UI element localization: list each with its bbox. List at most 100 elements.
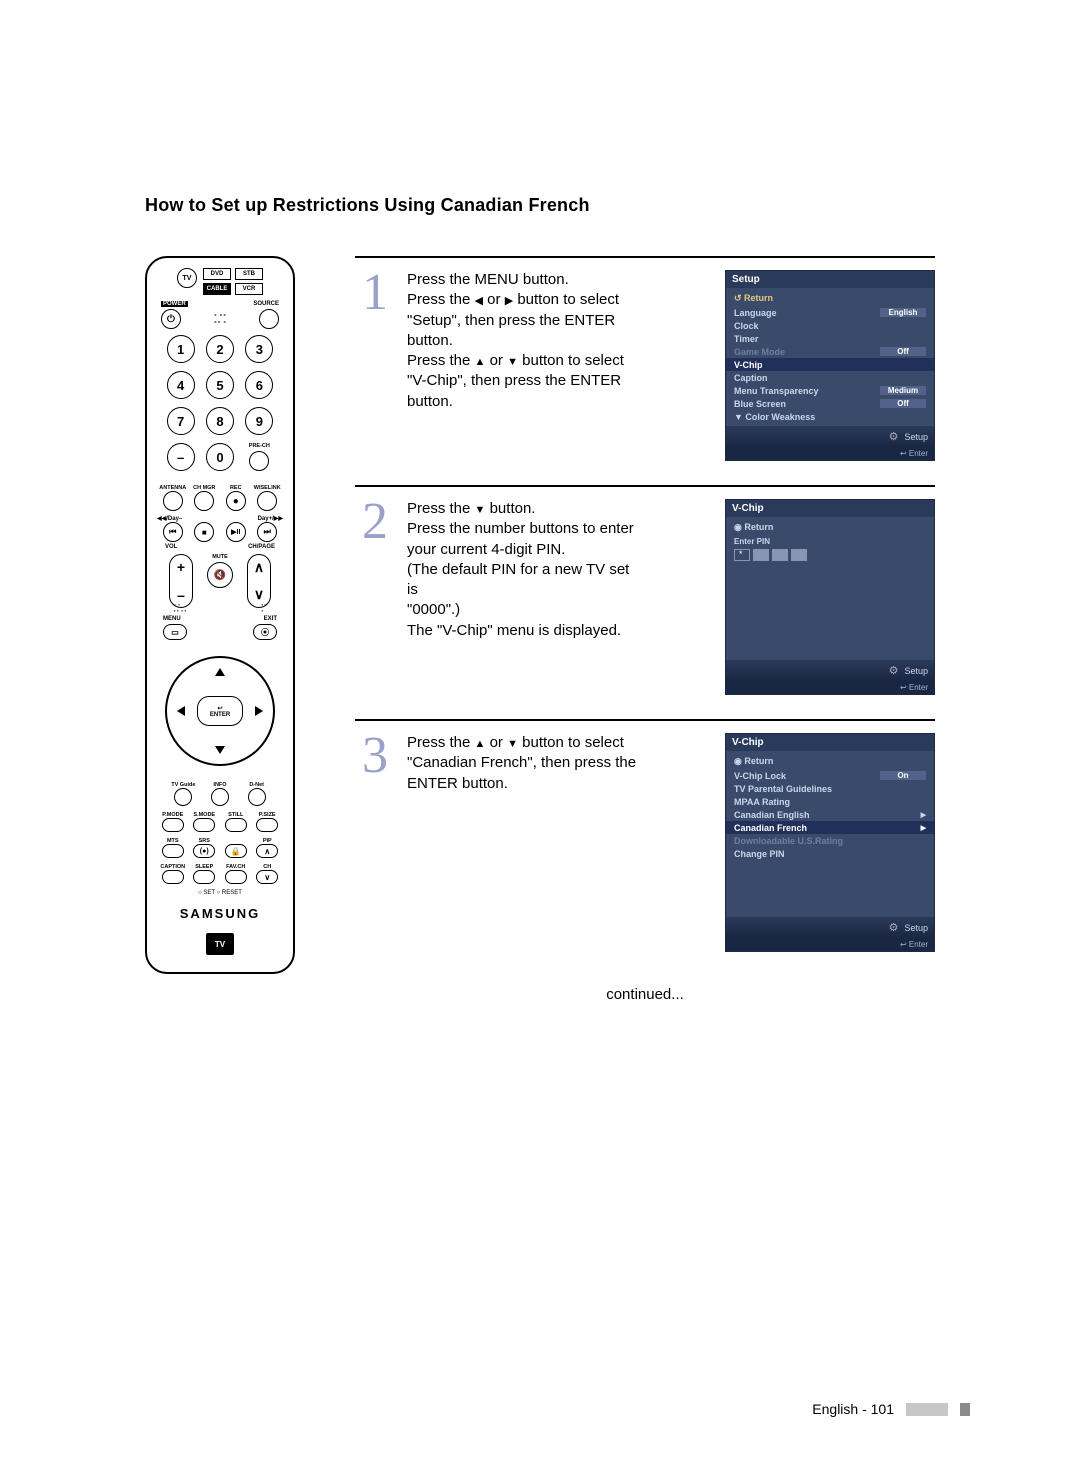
caption-button[interactable] xyxy=(162,870,184,884)
dayplus-label: Day+/▶▶ xyxy=(258,515,283,522)
gear-icon: ⚙ xyxy=(889,921,899,934)
info-button[interactable] xyxy=(211,788,229,806)
nav-left[interactable] xyxy=(177,706,185,716)
pin-boxes xyxy=(726,547,934,567)
set-reset-label: ○ SET ○ RESET xyxy=(155,890,285,896)
nav-pad: ↩ ENTER xyxy=(155,646,285,776)
volume-rocker[interactable]: +– xyxy=(169,554,193,608)
channel-rocker[interactable]: ∧∨ xyxy=(247,554,271,608)
step-1-number: 1 xyxy=(355,270,395,461)
rec-button[interactable]: ● xyxy=(226,491,246,511)
osd-return: Return xyxy=(726,520,934,535)
smode-button[interactable] xyxy=(193,818,215,832)
vcr-button[interactable]: VCR xyxy=(235,283,263,295)
nav-down[interactable] xyxy=(215,746,225,754)
prech-button[interactable] xyxy=(249,451,269,471)
osd-vchip-pin: V-Chip Return Enter PIN ⚙Setup ↩ Enter xyxy=(725,499,935,695)
osd-vchip-title: V-Chip xyxy=(726,734,934,751)
mts-button[interactable] xyxy=(162,844,184,858)
chmgr-button[interactable] xyxy=(194,491,214,511)
osd-item: Change PIN xyxy=(726,847,934,860)
vol-label: VOL xyxy=(165,544,177,550)
down-arrow-icon xyxy=(507,733,518,753)
dnet-button[interactable] xyxy=(248,788,266,806)
still-button[interactable] xyxy=(225,818,247,832)
osd-item: Blue ScreenOff xyxy=(726,397,934,410)
num-9[interactable]: 9 xyxy=(245,407,273,435)
osd-item: Game ModeOff xyxy=(726,345,934,358)
page-title: How to Set up Restrictions Using Canadia… xyxy=(145,195,935,216)
osd-vchip-title: V-Chip xyxy=(726,500,934,517)
step-2-text: Press the button. Press the number butto… xyxy=(407,499,637,695)
lock-button[interactable]: 🔒 xyxy=(225,844,247,858)
osd-item: V-Chip xyxy=(726,358,934,371)
dvd-button[interactable]: DVD xyxy=(203,268,231,280)
power-label: POWER xyxy=(161,301,188,307)
down-arrow-icon xyxy=(507,351,518,371)
osd-return: Return xyxy=(726,754,934,769)
num-0[interactable]: 0 xyxy=(206,443,234,471)
nav-up[interactable] xyxy=(215,668,225,676)
srs-button[interactable]: (●) xyxy=(193,844,215,858)
osd-item: Timer xyxy=(726,332,934,345)
tvguide-button[interactable] xyxy=(174,788,192,806)
tvguide-icon: TV xyxy=(206,933,234,955)
psize-button[interactable] xyxy=(256,818,278,832)
step-1-text: Press the MENU button. Press the or butt… xyxy=(407,270,637,461)
num-5[interactable]: 5 xyxy=(206,371,234,399)
stop-button[interactable]: ■ xyxy=(194,522,214,542)
nav-right[interactable] xyxy=(255,706,263,716)
num-3[interactable]: 3 xyxy=(245,335,273,363)
num-4[interactable]: 4 xyxy=(167,371,195,399)
osd-setup-title: Setup xyxy=(726,271,934,288)
favch-button[interactable] xyxy=(225,870,247,884)
up-arrow-icon xyxy=(475,351,486,371)
cable-button[interactable]: CABLE xyxy=(203,283,231,295)
prech-label: PRE-CH xyxy=(249,443,270,449)
osd-item: V-Chip LockOn xyxy=(726,769,934,782)
osd-item: MPAA Rating xyxy=(726,795,934,808)
num-1[interactable]: 1 xyxy=(167,335,195,363)
menu-label: MENU xyxy=(163,616,181,622)
rewind-button[interactable]: ⏮ xyxy=(163,522,183,542)
play-button[interactable]: ▶II xyxy=(226,522,246,542)
step-2-number: 2 xyxy=(355,499,395,695)
wiselink-button[interactable] xyxy=(257,491,277,511)
num-8[interactable]: 8 xyxy=(206,407,234,435)
pip-up-button[interactable]: ∧ xyxy=(256,844,278,858)
forward-button[interactable]: ⏭ xyxy=(257,522,277,542)
exit-button[interactable]: ⦿ xyxy=(253,624,277,640)
osd-item: LanguageEnglish xyxy=(726,306,934,319)
number-pad: 1 2 3 4 5 6 7 8 9 – 0 PRE-CH xyxy=(155,329,285,479)
osd-vchip-menu: V-Chip Return V-Chip LockOnTV Parental G… xyxy=(725,733,935,952)
gear-icon: ⚙ xyxy=(889,430,899,443)
source-button[interactable] xyxy=(259,309,279,329)
antenna-button[interactable] xyxy=(163,491,183,511)
osd-item: ▼ Color Weakness xyxy=(726,410,934,423)
power-button[interactable]: ⏻ xyxy=(161,309,181,329)
menu-button[interactable]: ▭ xyxy=(163,624,187,640)
continued-label: continued... xyxy=(355,986,935,1003)
brand-logo: SAMSUNG xyxy=(155,906,285,921)
tv-button[interactable]: TV xyxy=(177,268,197,288)
mute-label: MUTE xyxy=(212,554,228,560)
dayminus-label: ◀◀/Day– xyxy=(157,515,182,522)
up-arrow-icon xyxy=(475,733,486,753)
osd-item: Downloadable U.S.Rating xyxy=(726,834,934,847)
stb-button[interactable]: STB xyxy=(235,268,263,280)
right-arrow-icon xyxy=(505,290,513,310)
num-7[interactable]: 7 xyxy=(167,407,195,435)
chpage-label: CH/PAGE xyxy=(248,544,275,550)
pmode-button[interactable] xyxy=(162,818,184,832)
osd-item: Canadian French▶ xyxy=(726,821,934,834)
step-3-text: Press the or button to select "Canadian … xyxy=(407,733,637,952)
pip-down-button[interactable]: ∨ xyxy=(256,870,278,884)
remote-control: TV DVD STB CABLE VCR POWER SOURC xyxy=(145,256,295,974)
sleep-button[interactable] xyxy=(193,870,215,884)
num-dash[interactable]: – xyxy=(167,443,195,471)
mute-button[interactable]: 🔇 xyxy=(207,562,233,588)
num-2[interactable]: 2 xyxy=(206,335,234,363)
osd-item: Canadian English▶ xyxy=(726,808,934,821)
enter-button[interactable]: ↩ ENTER xyxy=(197,696,243,726)
num-6[interactable]: 6 xyxy=(245,371,273,399)
